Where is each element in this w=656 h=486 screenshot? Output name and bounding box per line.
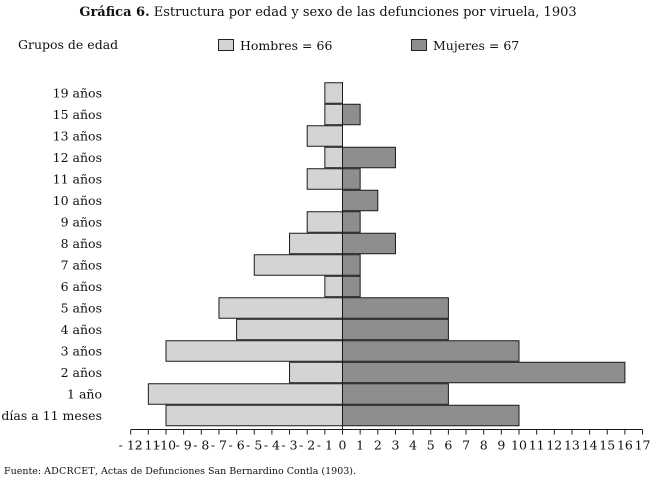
source-note: Fuente: ADCRCET, Actas de Defunciones Sa…: [4, 466, 356, 477]
x-tick-label: - 11: [136, 438, 160, 453]
bar-hombres: [289, 232, 343, 255]
category-label: 12 años: [53, 150, 102, 165]
x-tick-label: 11: [529, 438, 545, 453]
category-label: 9 años: [61, 215, 102, 230]
bar-hombres: [324, 82, 344, 104]
x-tick-label: - 3: [281, 438, 297, 453]
category-label: 11 años: [53, 172, 102, 187]
x-tick-label: -10: [156, 438, 176, 453]
source-text: , Actas de Defunciones San Bernardino Co…: [94, 466, 357, 477]
x-tick-label: 15: [599, 438, 615, 453]
bar-mujeres: [342, 404, 520, 427]
bar-mujeres: [342, 211, 361, 233]
legend-label-mujeres: Mujeres = 67: [433, 37, 520, 53]
legend-swatch-hombres: [218, 39, 234, 51]
x-tick-label: 0: [339, 438, 347, 453]
bar-hombres: [306, 211, 344, 233]
bar-mujeres: [342, 361, 626, 384]
x-tick-label: 13: [564, 438, 580, 453]
bar-mujeres: [342, 275, 361, 298]
bar-mujeres: [342, 318, 449, 341]
legend-label-hombres: Hombres = 66: [240, 37, 333, 53]
bar-mujeres: [342, 168, 361, 190]
bar-hombres: [289, 361, 343, 384]
x-tick-label: 6: [444, 438, 452, 453]
x-tick-label: - 9: [176, 438, 192, 453]
chart-title-text: Estructura por edad y sexo de las defunc…: [153, 5, 577, 20]
x-tick-label: - 7: [211, 438, 227, 453]
x-tick-label: 12: [546, 438, 562, 453]
bar-mujeres: [342, 189, 379, 212]
bar-mujeres: [342, 232, 396, 255]
x-tick-label: - 2: [299, 438, 315, 453]
category-label: 4 años: [61, 322, 102, 337]
legend-item-hombres: Hombres = 66: [218, 37, 333, 53]
bar-hombres: [236, 318, 344, 341]
legend-swatch-mujeres: [411, 39, 427, 51]
chart-title: Gráfica 6. Estructura por edad y sexo de…: [0, 5, 656, 20]
category-label: 1 año: [67, 387, 102, 402]
bar-hombres: [306, 168, 344, 190]
legend-item-mujeres: Mujeres = 67: [411, 37, 520, 53]
source-acronym: ADCRCET: [44, 466, 95, 477]
bar-mujeres: [342, 340, 520, 362]
category-label: 15 años: [53, 107, 102, 122]
chart-title-prefix: Gráfica 6.: [79, 5, 150, 20]
category-label: 3 años: [61, 344, 102, 359]
category-label: 5 años: [61, 301, 102, 316]
x-tick-label: 4: [409, 438, 417, 453]
bar-hombres: [324, 146, 344, 169]
x-tick-label: 5: [427, 438, 435, 453]
bar-hombres: [165, 340, 343, 362]
bar-mujeres: [342, 103, 361, 126]
bar-mujeres: [342, 297, 449, 319]
x-tick-label: - 4: [264, 438, 280, 453]
x-tick-label: - 5: [246, 438, 262, 453]
x-tick-label: 8: [480, 438, 488, 453]
category-label: 7 años: [61, 258, 102, 273]
x-tick-label: 14: [582, 438, 598, 453]
bar-hombres: [253, 254, 343, 276]
x-tick-label: - 6: [229, 438, 245, 453]
bar-hombres: [324, 275, 344, 298]
x-tick-label: 2: [374, 438, 382, 453]
bar-hombres: [147, 383, 343, 405]
x-tick-label: - 1: [317, 438, 333, 453]
x-tick-label: 10: [511, 438, 527, 453]
category-label: 15 días a 11 meses: [0, 408, 102, 423]
category-label: 13 años: [53, 129, 102, 144]
x-tick-label: - 12: [119, 438, 143, 453]
bar-mujeres: [342, 383, 449, 405]
bar-mujeres: [342, 254, 361, 276]
category-label: 2 años: [61, 365, 102, 380]
age-groups-label: Grupos de edad: [18, 37, 119, 52]
x-tick-label: 16: [617, 438, 633, 453]
x-tick-label: 17: [635, 438, 651, 453]
category-label: 6 años: [61, 279, 102, 294]
bar-hombres: [165, 404, 343, 427]
bar-hombres: [306, 125, 344, 147]
x-tick-label: 1: [356, 438, 364, 453]
x-tick-label: 3: [391, 438, 399, 453]
bar-hombres: [324, 103, 344, 126]
x-tick-label: 7: [462, 438, 470, 453]
category-label: 19 años: [53, 86, 102, 101]
x-tick-label: 9: [497, 438, 505, 453]
category-label: 8 años: [61, 236, 102, 251]
source-prefix: Fuente:: [4, 466, 45, 477]
category-label: 10 años: [53, 193, 102, 208]
x-tick-label: - 8: [193, 438, 209, 453]
bar-mujeres: [342, 146, 396, 169]
bar-hombres: [218, 297, 343, 319]
